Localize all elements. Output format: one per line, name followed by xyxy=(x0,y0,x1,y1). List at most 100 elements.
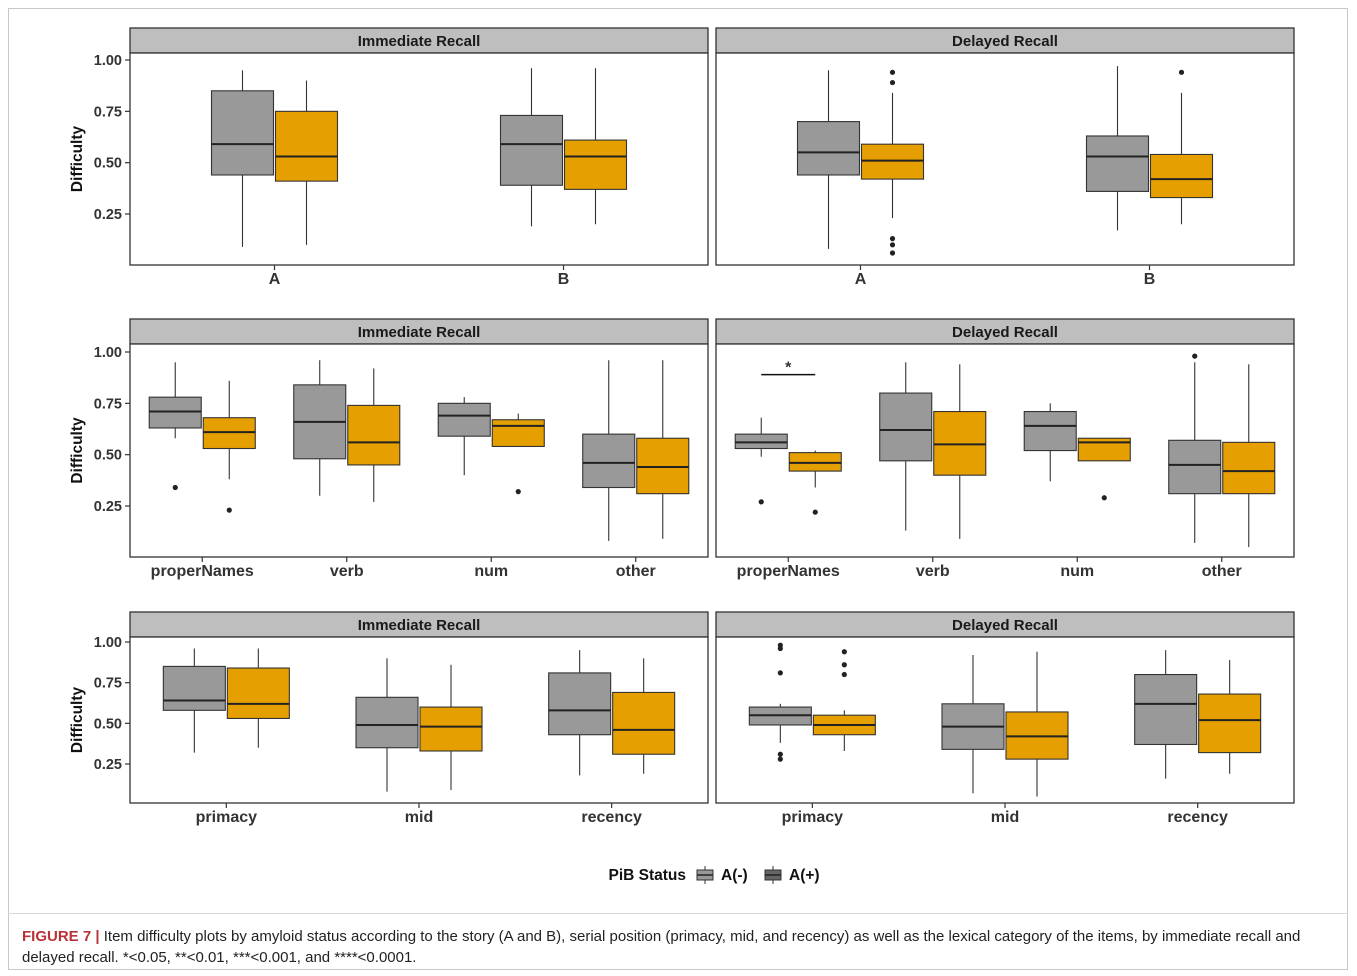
box-a-neg xyxy=(1023,410,1077,452)
outlier-point xyxy=(812,509,818,515)
box-a-pos xyxy=(933,410,987,476)
y-axis-label: Difficulty xyxy=(69,417,86,484)
facet-title: Delayed Recall xyxy=(952,33,1058,50)
facet-title: Immediate Recall xyxy=(358,617,481,634)
facet-strip xyxy=(715,318,1295,345)
x-tick-label: mid xyxy=(991,809,1019,826)
box-a-pos xyxy=(226,667,290,720)
box-a-pos xyxy=(274,110,339,182)
box-a-pos xyxy=(491,419,545,448)
box-a-neg xyxy=(1134,673,1198,746)
box-a-neg xyxy=(210,90,275,176)
x-tick-label: mid xyxy=(405,809,433,826)
outlier-point xyxy=(226,507,232,513)
outlier-point xyxy=(777,670,783,676)
x-tick-label: A xyxy=(855,271,867,288)
y-tick-label: 1.00 xyxy=(94,53,122,69)
facet-title: Delayed Recall xyxy=(952,617,1058,634)
box-a-pos xyxy=(563,139,628,190)
facet-strip xyxy=(715,611,1295,638)
y-tick-label: 0.25 xyxy=(94,499,122,515)
legend-label: A(+) xyxy=(789,867,820,884)
facet-panel: Immediate Recall 1.00 0.75 0.50 0.25 Difficul… xyxy=(69,27,709,288)
x-tick-label: other xyxy=(1202,563,1242,580)
x-tick-label: primacy xyxy=(782,809,843,826)
x-tick-label: properNames xyxy=(151,563,254,580)
outlier-point xyxy=(1101,495,1107,501)
facet-title: Immediate Recall xyxy=(358,33,481,50)
box-a-neg xyxy=(162,665,226,711)
significance-star: * xyxy=(785,360,792,377)
x-tick-label: primacy xyxy=(196,809,257,826)
outlier-point xyxy=(889,250,896,256)
box-a-neg xyxy=(879,392,933,462)
y-tick-label: 1.00 xyxy=(94,345,122,361)
outlier-point xyxy=(841,662,847,668)
outlier-point xyxy=(889,69,896,75)
outlier-point xyxy=(758,499,764,505)
box-a-neg xyxy=(437,402,491,437)
y-tick-label: 0.75 xyxy=(94,676,122,692)
box-a-pos xyxy=(347,404,401,466)
x-tick-label: other xyxy=(616,563,656,580)
outlier-point xyxy=(841,649,847,655)
box-a-pos xyxy=(202,417,256,450)
box-a-pos xyxy=(612,691,676,755)
caption-label: FIGURE 7 xyxy=(22,928,92,945)
outlier-point xyxy=(1192,353,1198,359)
box-a-neg xyxy=(548,672,612,736)
legend-key xyxy=(764,866,782,884)
box-a-pos xyxy=(1149,153,1214,199)
y-axis-label: Difficulty xyxy=(69,686,86,753)
caption-text: Item difficulty plots by amyloid status … xyxy=(22,928,1301,966)
y-tick-label: 0.50 xyxy=(94,448,122,464)
facet-panel: Delayed Recall primacy mid recency xyxy=(715,611,1295,826)
box-a-pos xyxy=(1077,437,1131,462)
box-a-neg xyxy=(355,696,419,749)
box-a-pos xyxy=(419,706,483,752)
box-a-neg xyxy=(734,433,788,450)
facet-strip xyxy=(129,318,709,345)
outlier-point xyxy=(777,756,783,762)
box-a-neg xyxy=(499,114,564,186)
y-tick-label: 0.75 xyxy=(94,104,122,120)
y-tick-label: 0.50 xyxy=(94,716,122,732)
facet-title: Delayed Recall xyxy=(952,324,1058,341)
y-tick-label: 0.25 xyxy=(94,207,122,223)
box-a-pos xyxy=(788,452,842,472)
boxplot-figure: Immediate Recall 1.00 0.75 0.50 0.25 Difficul… xyxy=(69,27,1295,884)
box-a-neg xyxy=(582,433,636,489)
outlier-point xyxy=(777,645,783,652)
outlier-point xyxy=(889,79,896,86)
x-tick-label: properNames xyxy=(737,563,840,580)
box-a-neg xyxy=(1168,439,1222,495)
box-a-pos xyxy=(1198,693,1262,754)
y-tick-label: 1.00 xyxy=(94,635,122,651)
facet-panel: Immediate Recall 1.00 0.75 0.50 0.25 Difficul… xyxy=(69,611,709,826)
facet-panel: Immediate Recall 1.00 0.75 0.50 0.25 Difficul… xyxy=(69,318,709,580)
facet-panel: Delayed Recall properNames * verb num other xyxy=(715,318,1295,580)
legend-label: A(-) xyxy=(721,867,748,884)
x-tick-label: recency xyxy=(581,809,642,826)
box-a-neg xyxy=(148,396,202,429)
legend-key xyxy=(696,866,714,884)
box-a-neg xyxy=(796,121,861,176)
x-tick-label: num xyxy=(474,563,508,580)
outlier-point xyxy=(172,484,178,491)
x-tick-label: B xyxy=(558,271,570,288)
plot-area xyxy=(129,636,709,804)
figure-caption: FIGURE 7 | Item difficulty plots by amyl… xyxy=(22,926,1337,968)
box-a-pos xyxy=(1222,441,1276,495)
outlier-point xyxy=(777,751,783,757)
x-tick-label: verb xyxy=(330,563,364,580)
legend-title: PiB Status xyxy=(608,867,686,884)
box-a-neg xyxy=(1085,135,1150,192)
legend: PiB Status A(-) A(+) xyxy=(608,866,820,884)
y-tick-label: 0.50 xyxy=(94,156,122,172)
x-tick-label: A xyxy=(269,271,281,288)
y-axis-label: Difficulty xyxy=(69,125,86,192)
outlier-point xyxy=(889,236,896,242)
facet-title: Immediate Recall xyxy=(358,324,481,341)
y-tick-label: 0.25 xyxy=(94,757,122,773)
facet-panel: Delayed Recall A B xyxy=(715,27,1295,288)
